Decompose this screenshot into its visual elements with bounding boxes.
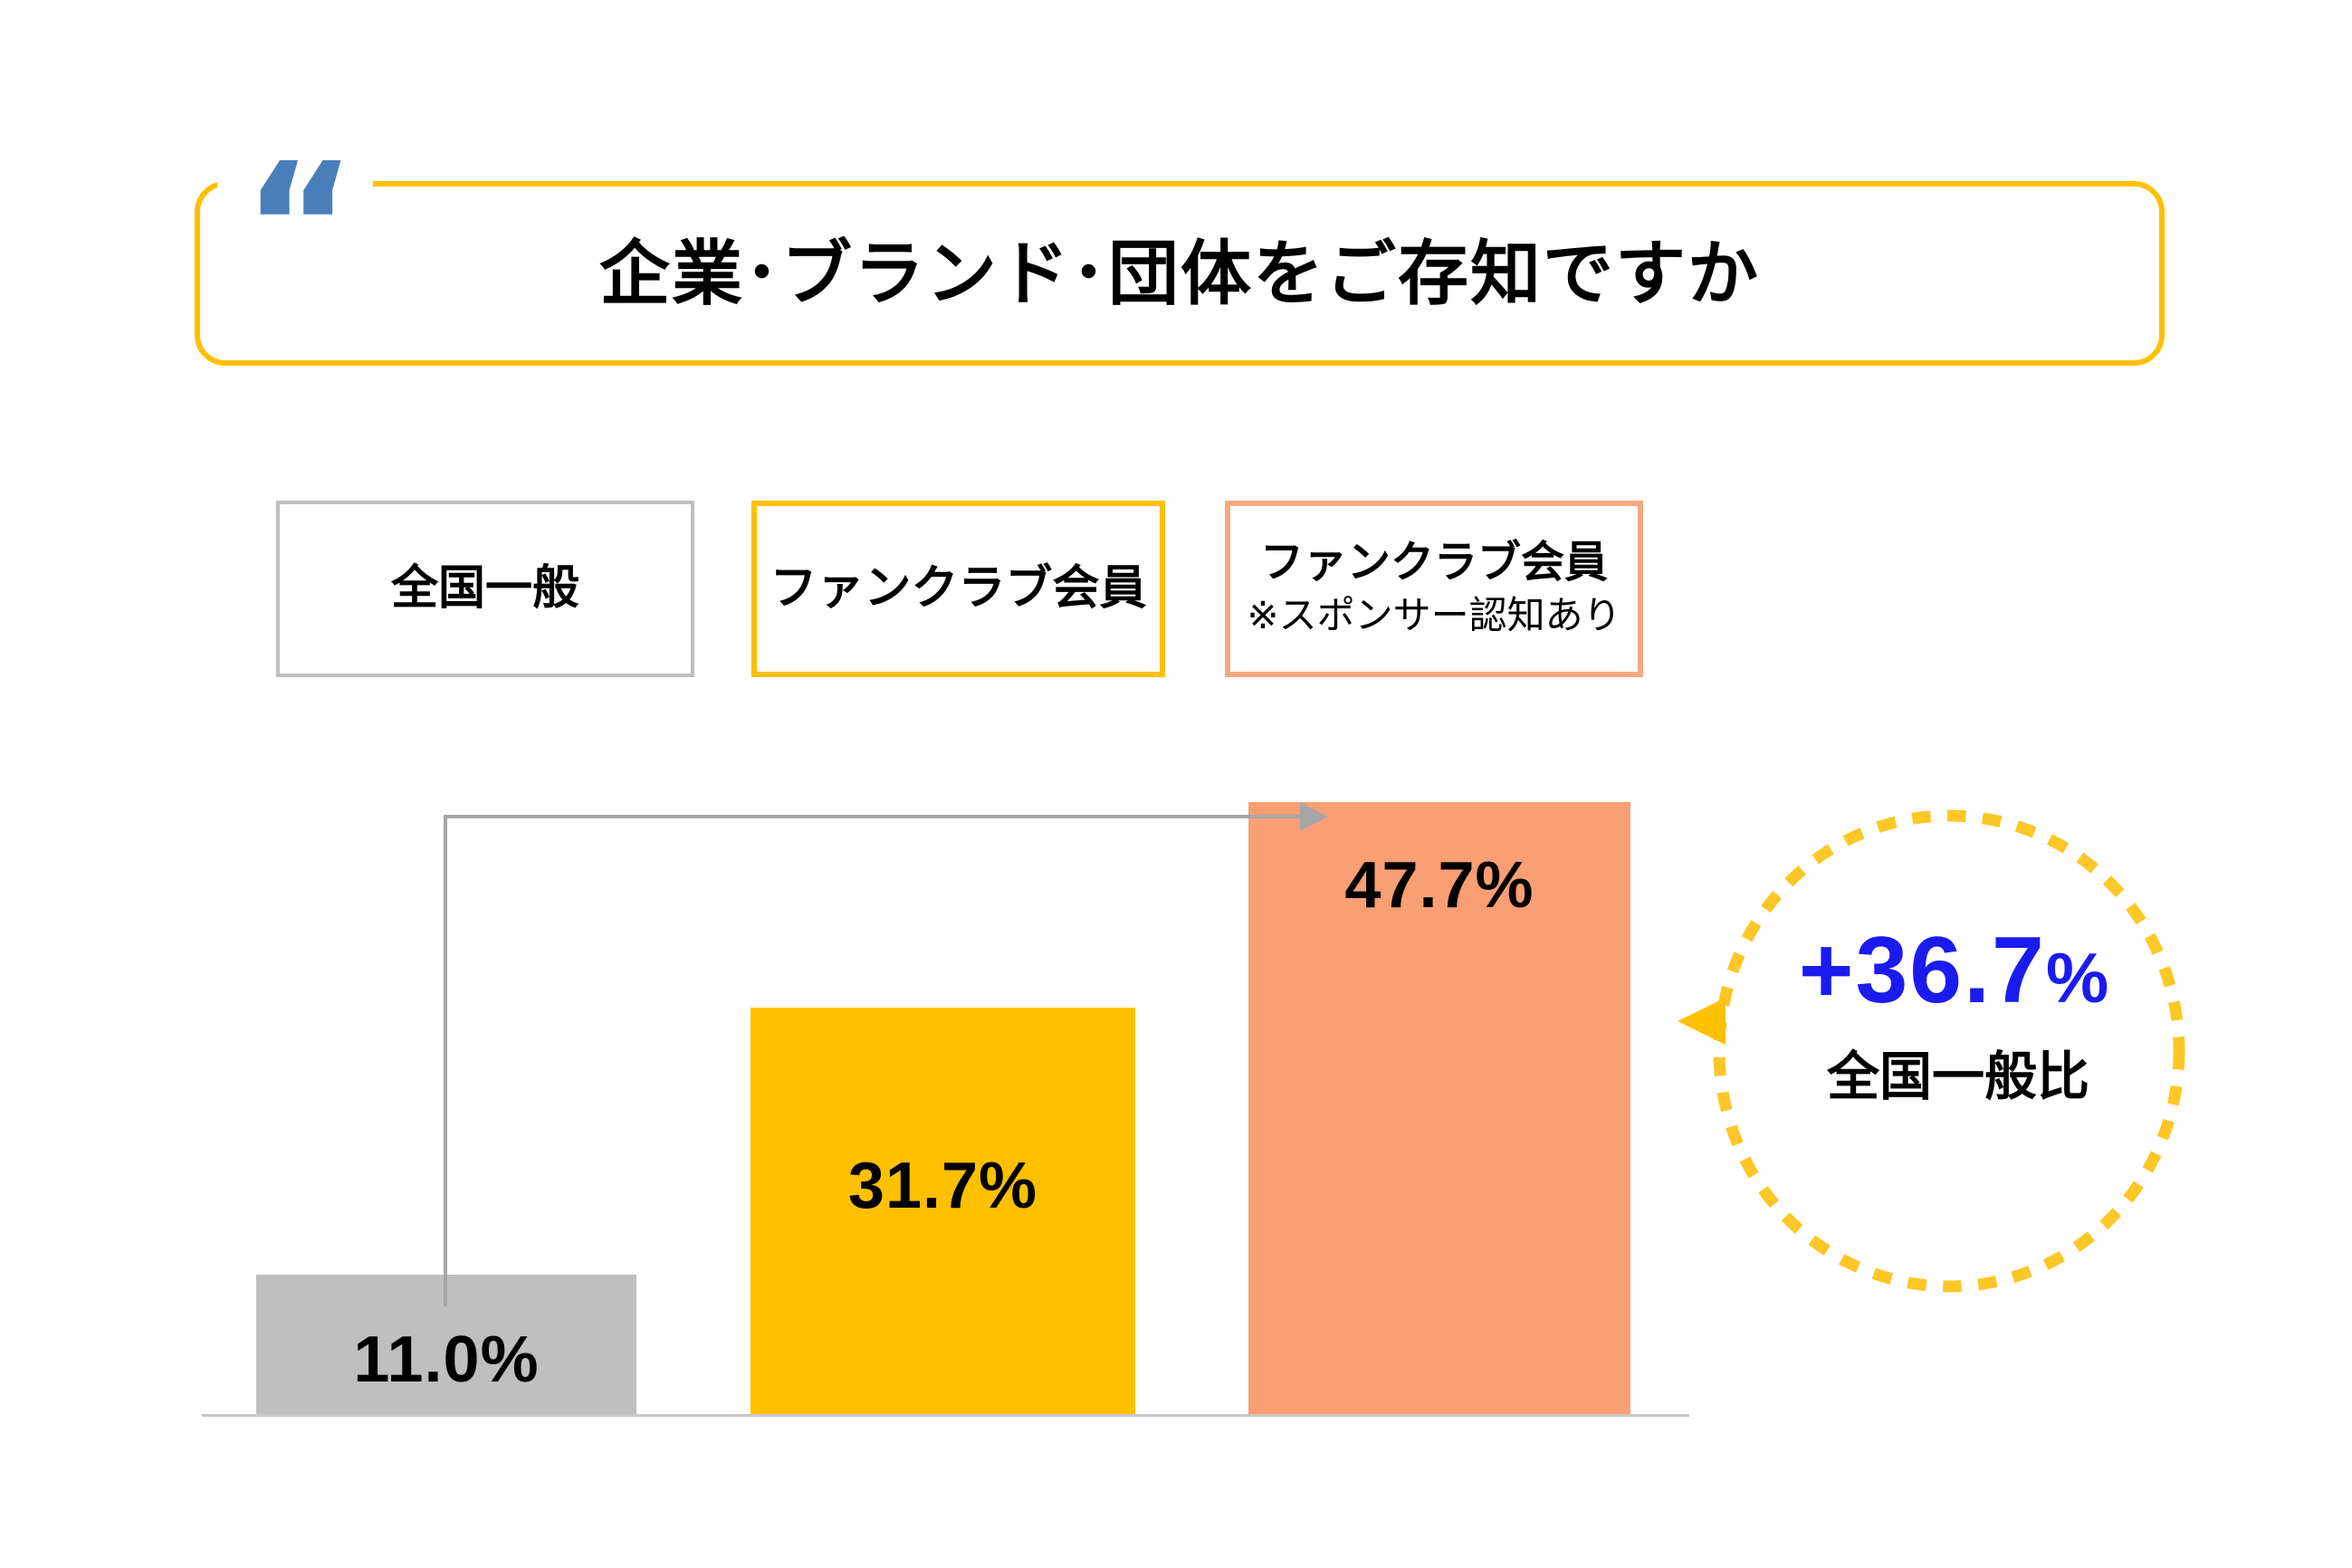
legend-label: 全国一般 <box>390 561 579 615</box>
bar-fanclub-sponsor-aware <box>1248 802 1630 1416</box>
legend-national-general: 全国一般 <box>276 501 694 677</box>
legend-label: ファンクラブ会員 <box>1259 538 1608 587</box>
quote-icon: “ <box>243 127 358 329</box>
page-title: 企業･ブランド･団体をご存知ですか <box>598 234 1760 313</box>
pointer-triangle-icon <box>1678 998 1726 1045</box>
bar-value-label-fanclub-member: 31.7% <box>847 1150 1038 1222</box>
x-axis-baseline <box>202 1414 1689 1417</box>
difference-label: 全国一般比 <box>1826 1047 2089 1106</box>
legend-note: ※スポンサー認知あり <box>1247 593 1621 636</box>
bar-value-label-national-general: 11.0% <box>353 1324 540 1396</box>
legend-fanclub-sponsor-aware: ファンクラブ会員 ※スポンサー認知あり <box>1225 501 1643 677</box>
difference-value: +36.7% <box>1723 914 2186 1034</box>
legend-fanclub-member: ファンクラブ会員 <box>751 501 1165 677</box>
bar-value-label-fanclub-sponsor-aware: 47.7% <box>1344 849 1535 922</box>
difference-number: 36.7 <box>1855 918 2046 1023</box>
title-box: 企業･ブランド･団体をご存知ですか <box>195 181 2165 366</box>
percent-sign: % <box>2045 938 2111 1018</box>
legend-label: ファンクラブ会員 <box>770 561 1147 615</box>
plus-sign: + <box>1798 918 1856 1023</box>
title-border-gap <box>217 172 373 196</box>
